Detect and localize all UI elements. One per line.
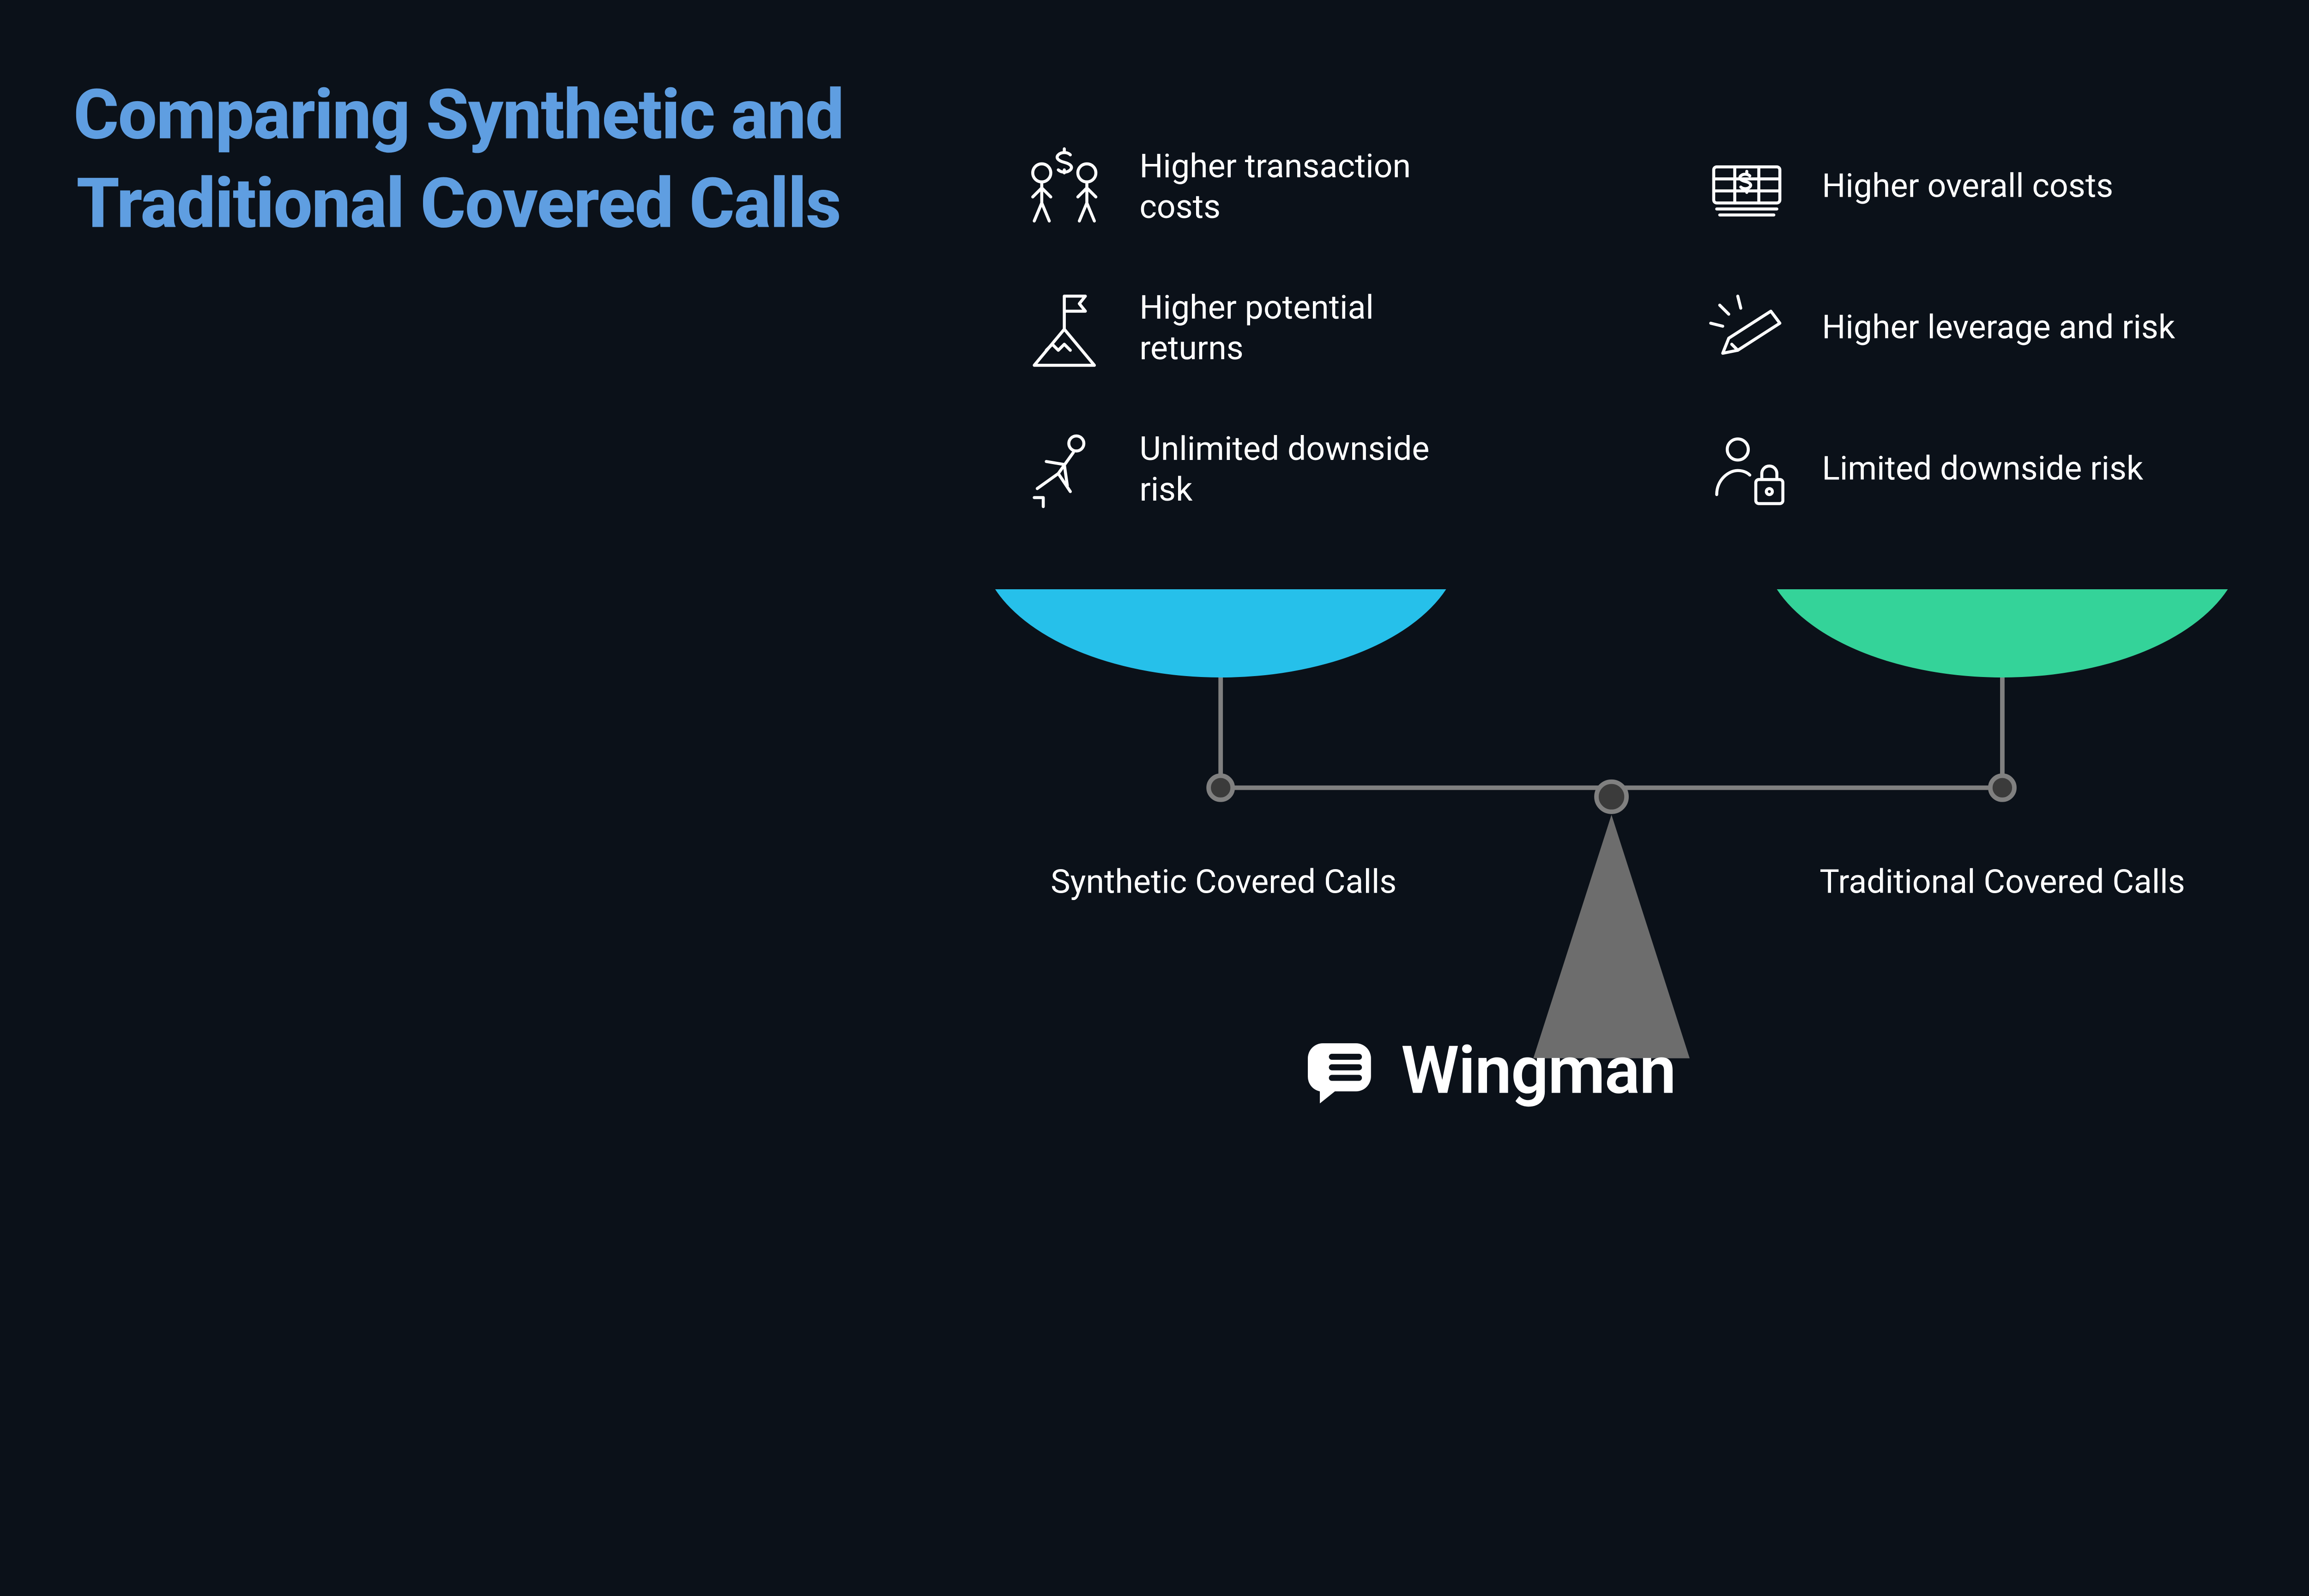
people-dollar-icon <box>1013 140 1115 236</box>
money-stack-icon <box>1696 140 1798 236</box>
scale-pan-right <box>1777 589 2228 677</box>
pan-label-right: Traditional Covered Calls <box>1807 863 2198 906</box>
features-right: Higher overall costs Higher leverage and… <box>1696 117 2192 541</box>
feature-text: Limited downside risk <box>1822 450 2143 491</box>
feature-item: Higher transaction costs <box>1013 117 1479 259</box>
features-left: Higher transaction costs Higher potentia… <box>1013 117 1479 541</box>
page-title: Comparing Synthetic and Traditional Cove… <box>30 72 887 249</box>
feature-item: Higher potential returns <box>1013 259 1479 400</box>
brand: Wingman <box>1308 1031 1675 1109</box>
pen-burst-icon <box>1696 281 1798 377</box>
wingman-logo-icon <box>1308 1031 1380 1109</box>
person-lock-icon <box>1696 423 1798 519</box>
brand-name: Wingman <box>1401 1031 1675 1109</box>
pan-label-left: Synthetic Covered Calls <box>1028 863 1419 906</box>
scale-fulcrum <box>1533 815 1690 1058</box>
mountain-flag-icon <box>1013 281 1115 377</box>
falling-person-icon <box>1013 423 1115 519</box>
feature-text: Higher leverage and risk <box>1822 308 2175 350</box>
feature-item: Unlimited downside risk <box>1013 400 1479 541</box>
feature-text: Unlimited downside risk <box>1139 429 1479 512</box>
feature-text: Higher transaction costs <box>1139 146 1479 229</box>
feature-item: Limited downside risk <box>1696 400 2192 541</box>
feature-item: Higher overall costs <box>1696 117 2192 259</box>
feature-text: Higher overall costs <box>1822 167 2113 209</box>
feature-text: Higher potential returns <box>1139 288 1479 370</box>
scale-pan-left <box>995 589 1446 677</box>
feature-item: Higher leverage and risk <box>1696 259 2192 400</box>
